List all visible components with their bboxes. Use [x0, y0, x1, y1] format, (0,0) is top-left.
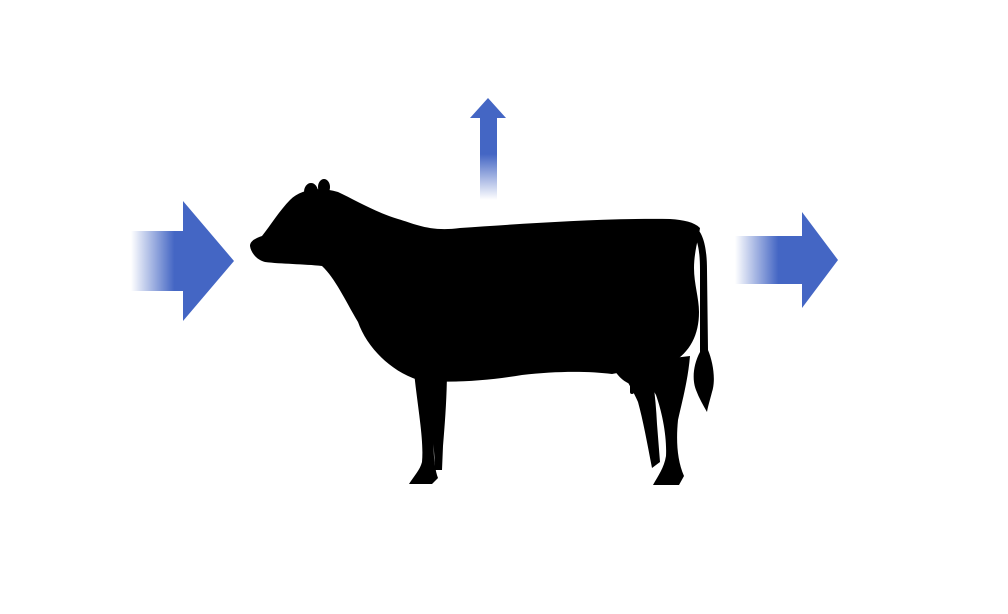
input-arrow-icon: [131, 201, 234, 321]
output-arrow-icon: [735, 212, 838, 308]
cow-silhouette-icon: [250, 179, 714, 485]
emission-arrow-icon: [470, 98, 506, 200]
